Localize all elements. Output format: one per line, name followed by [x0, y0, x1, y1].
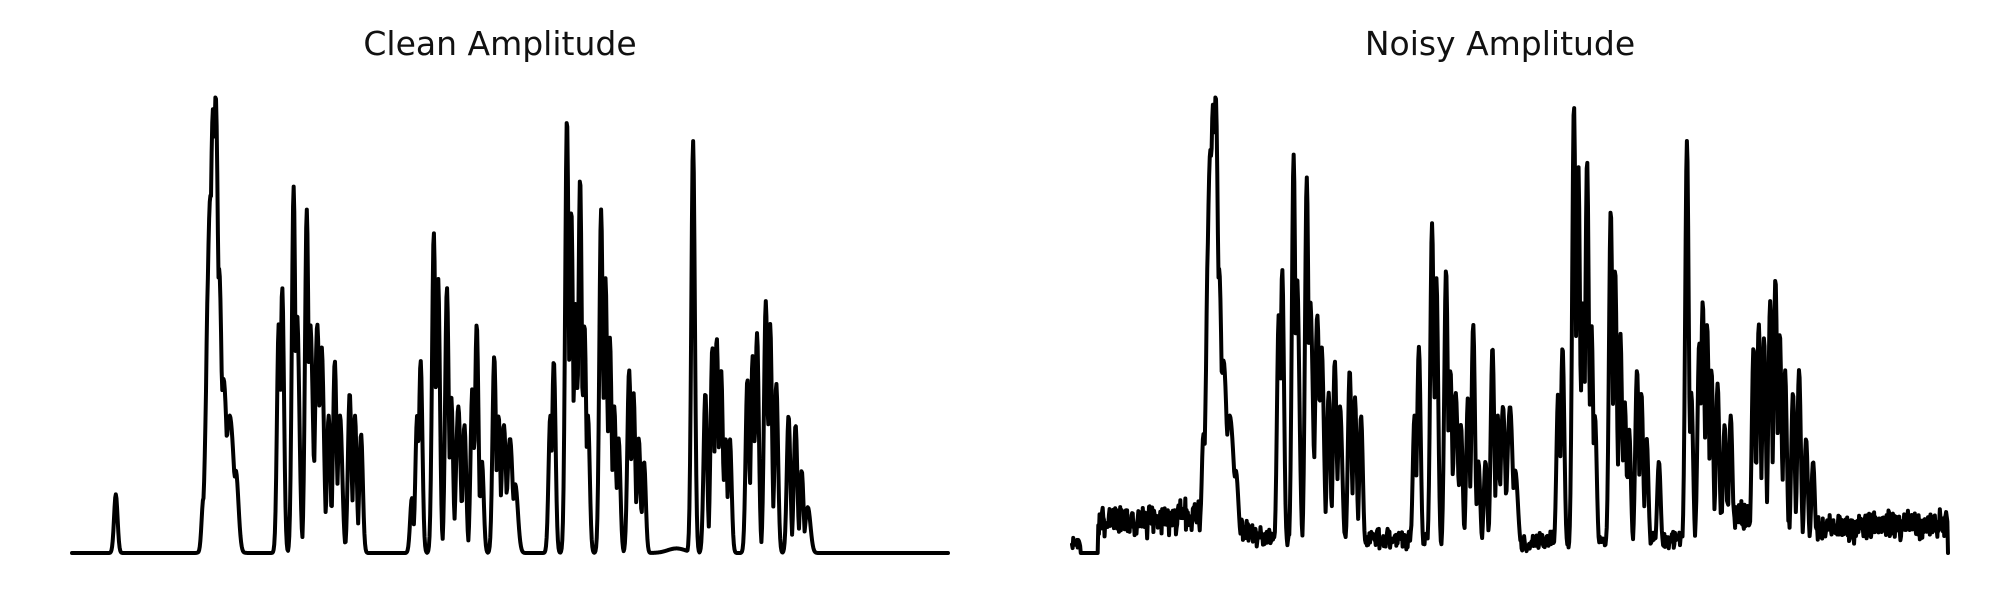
series-line-clean-amplitude	[70, 95, 950, 555]
series-line-noisy-amplitude	[1070, 95, 1950, 555]
chart-title-noisy: Noisy Amplitude	[1364, 24, 1636, 63]
chart-plot-clean	[70, 95, 950, 555]
chart-plot-noisy	[1070, 95, 1950, 555]
chart-title-clean: Clean Amplitude	[363, 24, 637, 63]
chart-panel-noisy: Noisy Amplitude	[1000, 0, 2000, 600]
chart-panel-clean: Clean Amplitude	[70, 24, 950, 555]
